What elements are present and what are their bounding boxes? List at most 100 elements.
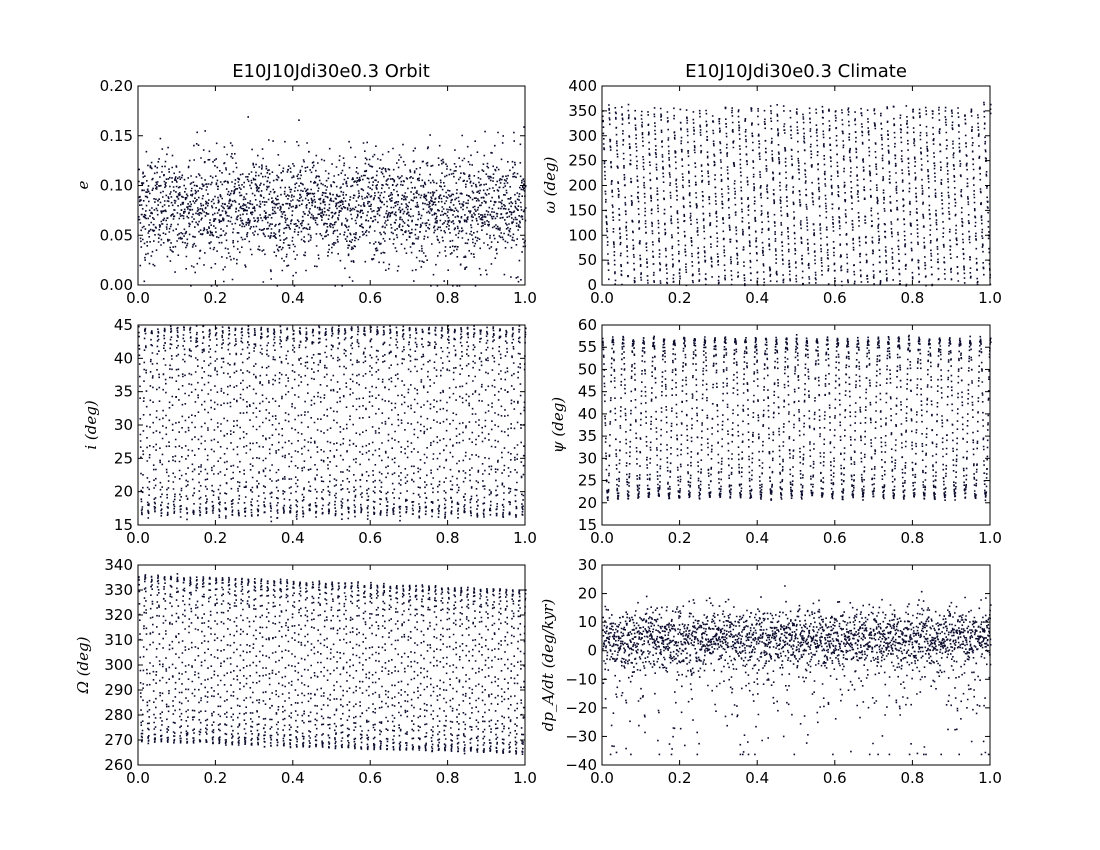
y-tick-label: 55 bbox=[578, 338, 597, 356]
x-tick-label: 0.2 bbox=[203, 289, 227, 307]
panel-psi: 0.0 0.2 0.4 0.6 0.8 1.0 15 20 25 30 35 40 45 50 55 60 ψ… bbox=[549, 316, 1002, 547]
plot-frame bbox=[601, 564, 991, 766]
x-tick-label: 1.0 bbox=[513, 769, 537, 787]
y-tick-label: 200 bbox=[568, 177, 597, 195]
y-tick-label: 0.05 bbox=[100, 226, 133, 244]
y-tick-label: 400 bbox=[568, 77, 597, 95]
y-tick-label: −40 bbox=[565, 756, 597, 774]
y-tick-label: 30 bbox=[114, 416, 133, 434]
x-tick-label: 0.2 bbox=[668, 769, 692, 787]
y-tick-label: 270 bbox=[104, 731, 133, 749]
x-tick-label: 0.6 bbox=[823, 529, 847, 547]
y-axis-label: e bbox=[74, 180, 92, 189]
y-tick-label: 25 bbox=[114, 449, 133, 467]
x-tick-label: 0.8 bbox=[900, 289, 924, 307]
x-tick-label: 0.8 bbox=[900, 529, 924, 547]
ticks-layer: 0.0 0.2 0.4 0.6 0.8 1.0 15 20 25 30 35 40 45 50 55 60 bbox=[578, 316, 1002, 547]
y-tick-label: 35 bbox=[578, 427, 597, 445]
x-tick-label: 0.2 bbox=[203, 769, 227, 787]
x-tick-label: 0.0 bbox=[126, 289, 150, 307]
y-tick-label: 340 bbox=[104, 556, 133, 574]
y-tick-label: 30 bbox=[578, 449, 597, 467]
x-tick-label: 0.0 bbox=[126, 769, 150, 787]
y-tick-label: −30 bbox=[565, 727, 597, 745]
points-layer bbox=[138, 573, 527, 755]
y-tick-label: 0 bbox=[587, 276, 597, 294]
y-tick-label: 10 bbox=[578, 613, 597, 631]
x-tick-label: 0.6 bbox=[358, 769, 382, 787]
x-tick-label: 1.0 bbox=[513, 289, 537, 307]
x-tick-label: 0.6 bbox=[823, 289, 847, 307]
x-tick-label: 0.4 bbox=[281, 289, 305, 307]
x-tick-label: 0.8 bbox=[436, 769, 460, 787]
x-tick-label: 0.2 bbox=[203, 529, 227, 547]
y-tick-label: 0.20 bbox=[100, 77, 133, 95]
y-tick-label: 30 bbox=[578, 556, 597, 574]
y-axis-label: i (deg) bbox=[82, 400, 100, 449]
x-tick-label: 0.2 bbox=[668, 289, 692, 307]
y-axis-label: ω (deg) bbox=[541, 156, 559, 213]
x-tick-label: 0.4 bbox=[745, 289, 769, 307]
y-tick-label: 260 bbox=[104, 756, 133, 774]
y-axis-label: Ω (deg) bbox=[74, 636, 92, 694]
x-tick-label: 0.2 bbox=[668, 529, 692, 547]
x-tick-label: 0.6 bbox=[358, 529, 382, 547]
y-tick-label: 0.15 bbox=[100, 127, 133, 145]
x-tick-label: 0.0 bbox=[126, 529, 150, 547]
x-tick-label: 0.4 bbox=[745, 769, 769, 787]
panel-title: E10J10Jdi30e0.3 Orbit bbox=[232, 61, 430, 82]
ticks-layer: 0.0 0.2 0.4 0.6 0.8 1.0 0 50 100 150 200 250 300 350 4… bbox=[568, 77, 1002, 307]
y-tick-label: 0.10 bbox=[100, 177, 133, 195]
scatter-points bbox=[602, 585, 992, 756]
y-tick-label: 310 bbox=[104, 631, 133, 649]
x-tick-label: 1.0 bbox=[513, 529, 537, 547]
x-tick-label: 0.0 bbox=[590, 529, 614, 547]
y-tick-label: 60 bbox=[578, 316, 597, 334]
y-tick-label: 300 bbox=[568, 127, 597, 145]
ticks-layer: 0.0 0.2 0.4 0.6 0.8 1.0 260 270 280 290 300 310 320 3… bbox=[104, 556, 537, 787]
y-tick-label: 300 bbox=[104, 656, 133, 674]
y-tick-label: 40 bbox=[114, 349, 133, 367]
x-tick-label: 0.0 bbox=[590, 769, 614, 787]
ticks-layer: 0.0 0.2 0.4 0.6 0.8 1.0 15 20 25 30 35 40 45 bbox=[114, 316, 537, 547]
panel-dpdt: 0.0 0.2 0.4 0.6 0.8 1.0 −40 −30 −20 −10 0 10 20 30 dp… bbox=[539, 556, 1002, 787]
panel-Omega: 0.0 0.2 0.4 0.6 0.8 1.0 260 270 280 290 300 310 320 3… bbox=[74, 556, 537, 787]
y-tick-label: 290 bbox=[104, 681, 133, 699]
y-tick-label: 100 bbox=[568, 226, 597, 244]
ticks-layer: 0.0 0.2 0.4 0.6 0.8 1.0 −40 −30 −20 −10 0 10 20 30 bbox=[565, 556, 1002, 787]
y-tick-label: 45 bbox=[578, 383, 597, 401]
x-tick-label: 1.0 bbox=[978, 769, 1002, 787]
points-layer bbox=[138, 116, 527, 287]
panel-title: E10J10Jdi30e0.3 Climate bbox=[685, 61, 907, 82]
y-tick-label: 0 bbox=[587, 642, 597, 660]
points-layer bbox=[602, 585, 992, 756]
y-tick-label: 20 bbox=[114, 483, 133, 501]
y-tick-label: 0.00 bbox=[100, 276, 133, 294]
y-tick-label: 350 bbox=[568, 102, 597, 120]
x-tick-label: 0.4 bbox=[281, 529, 305, 547]
x-tick-label: 0.8 bbox=[436, 289, 460, 307]
y-tick-label: 35 bbox=[114, 383, 133, 401]
panel-e: E10J10Jdi30e0.3 Orbit 0.0 0.2 0.4 0.6 0.8 1.0… bbox=[74, 61, 537, 307]
y-tick-label: 40 bbox=[578, 405, 597, 423]
y-axis-label: dp_A/dt (deg/kyr) bbox=[539, 599, 557, 732]
x-tick-label: 0.8 bbox=[900, 769, 924, 787]
y-tick-label: 280 bbox=[104, 706, 133, 724]
y-tick-label: 15 bbox=[578, 516, 597, 534]
scatter-points bbox=[138, 116, 527, 287]
x-tick-label: 0.4 bbox=[745, 529, 769, 547]
y-tick-label: 25 bbox=[578, 472, 597, 490]
y-tick-label: 20 bbox=[578, 494, 597, 512]
x-tick-label: 0.6 bbox=[358, 289, 382, 307]
ticks-layer: 0.0 0.2 0.4 0.6 0.8 1.0 0.00 0.05 0.10 0.15 0.20 bbox=[100, 77, 537, 307]
x-tick-label: 1.0 bbox=[978, 289, 1002, 307]
plot-frame bbox=[601, 324, 991, 526]
panel-inclination: 0.0 0.2 0.4 0.6 0.8 1.0 15 20 25 30 35 40 45 i (deg) bbox=[82, 316, 537, 547]
y-tick-label: 45 bbox=[114, 316, 133, 334]
y-tick-label: 330 bbox=[104, 581, 133, 599]
x-tick-label: 0.6 bbox=[823, 769, 847, 787]
x-tick-label: 1.0 bbox=[978, 529, 1002, 547]
y-tick-label: 250 bbox=[568, 152, 597, 170]
